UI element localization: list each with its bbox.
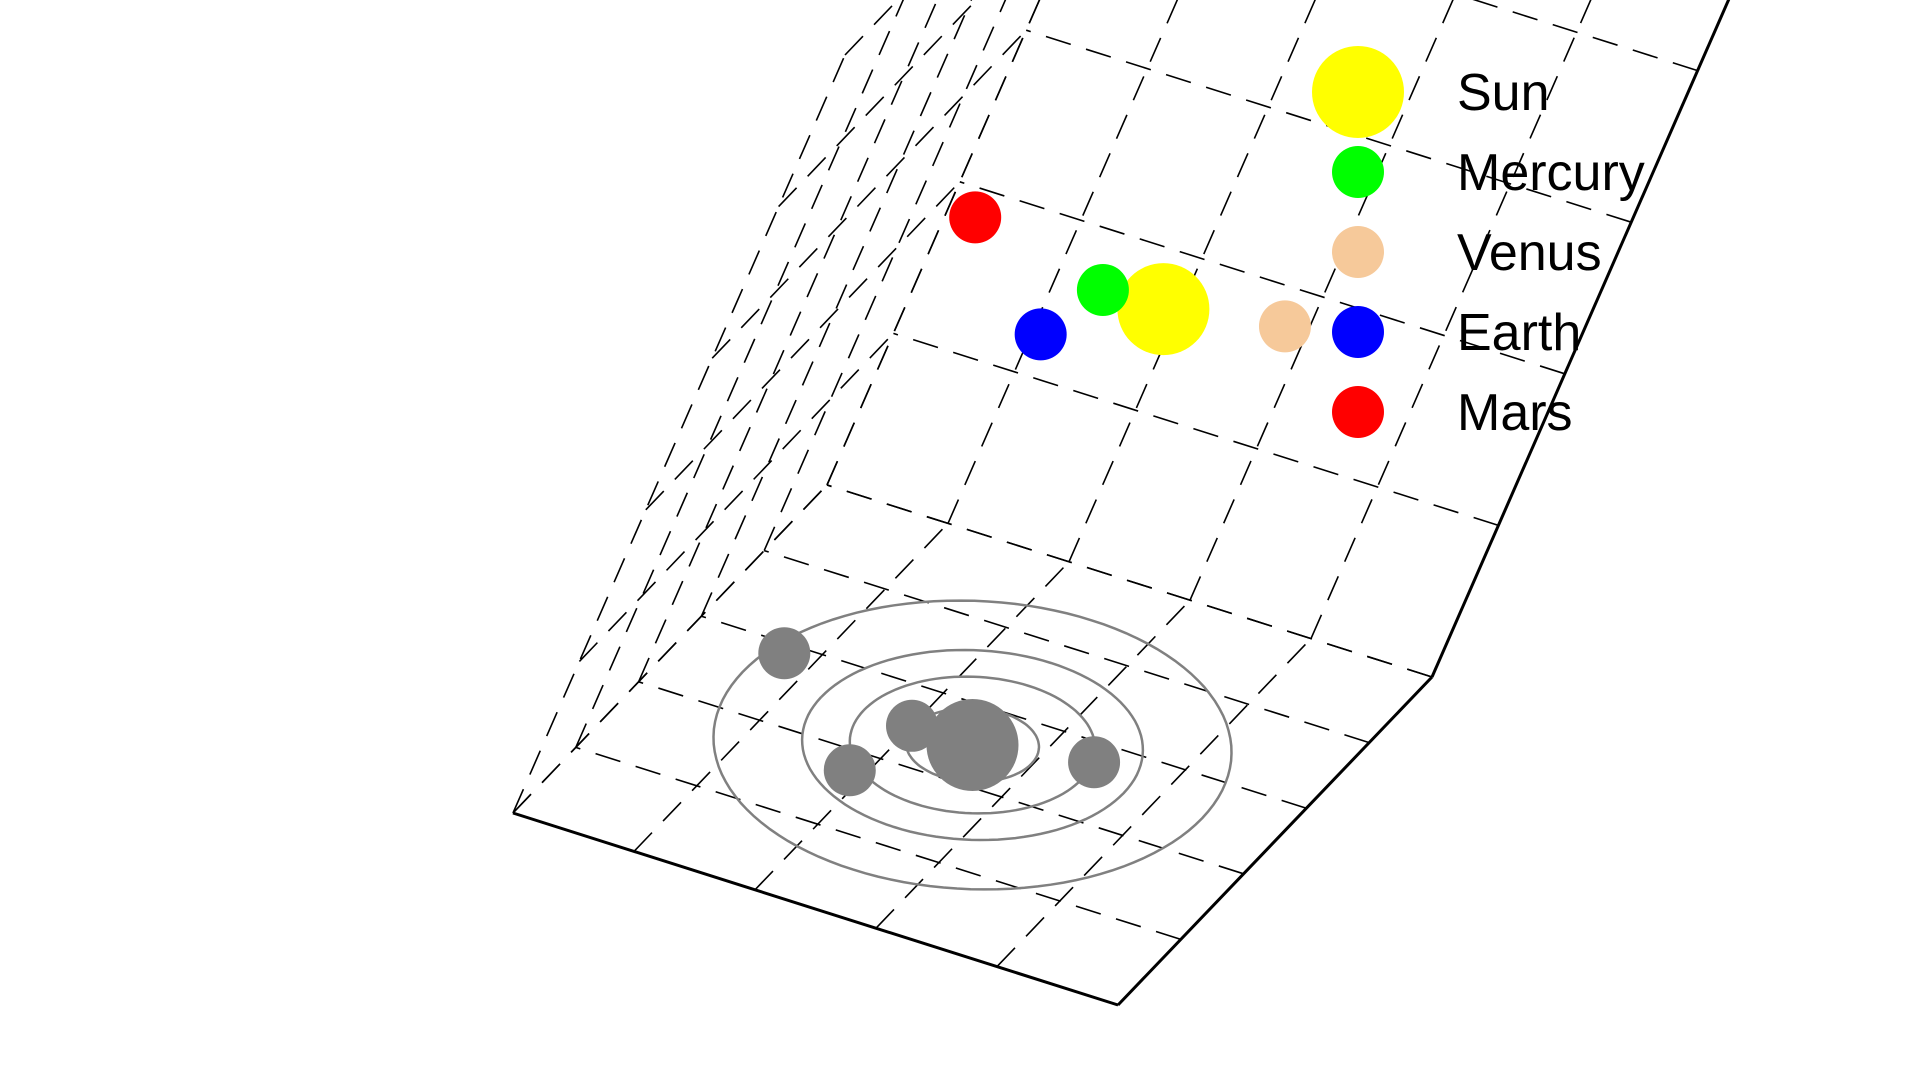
legend-marker-earth	[1332, 306, 1384, 358]
floor-grid-line	[633, 522, 949, 852]
shadow-layer	[758, 627, 1121, 797]
back-wall-grid-line	[826, 484, 1433, 678]
sun-shadow-marker	[926, 699, 1019, 791]
mars-shadow-marker	[758, 627, 811, 680]
planet-layer	[949, 191, 1311, 361]
legend-label-sun: Sun	[1457, 64, 1550, 122]
back-wall-grid-line	[959, 181, 1566, 375]
legend: Sun Mercury Venus Earth Mars	[1312, 46, 1645, 442]
side-wall-grid-line	[578, 332, 894, 662]
side-wall-grid-line	[826, 0, 1041, 486]
venus-marker	[1258, 300, 1311, 353]
sun-marker	[1117, 263, 1210, 356]
mars-marker	[949, 191, 1002, 244]
y-axis-line	[1116, 675, 1434, 1007]
orbit-mars-orbit	[712, 599, 1233, 891]
legend-marker-sun	[1312, 46, 1404, 138]
legend-label-earth: Earth	[1457, 304, 1581, 362]
back-wall-grid-line	[1068, 0, 1316, 563]
side-wall-grid-line	[711, 29, 1027, 359]
x-axis-line	[512, 811, 1119, 1007]
back-wall-grid-line	[1472, 0, 1698, 72]
back-wall-grid-line	[1310, 0, 1592, 639]
floor-grid-line	[763, 549, 1370, 744]
venus-shadow-marker	[1068, 736, 1121, 789]
back-wall-grid-line	[826, 0, 1041, 486]
legend-label-venus: Venus	[1457, 224, 1602, 282]
mercury-marker	[1076, 263, 1129, 316]
side-wall-grid-line	[700, 0, 973, 617]
earth-shadow-marker	[823, 744, 876, 797]
legend-label-mars: Mars	[1457, 384, 1573, 442]
mercury-shadow-marker	[886, 699, 938, 752]
floor-grid-line	[575, 746, 1182, 941]
legend-marker-venus	[1332, 226, 1384, 278]
side-wall-grid-line	[637, 0, 939, 683]
legend-label-mercury: Mercury	[1457, 144, 1645, 202]
axes-layer	[512, 0, 1731, 1007]
legend-marker-mars	[1332, 386, 1384, 438]
side-wall-grid-line	[512, 54, 846, 814]
side-wall-grid-line	[512, 484, 828, 814]
back-wall-grid-line	[893, 332, 1499, 527]
side-wall-grid-line	[778, 0, 978, 208]
legend-marker-mercury	[1332, 146, 1384, 198]
z-axis-line	[1430, 0, 1731, 678]
floor-grid-line	[996, 638, 1312, 968]
side-wall-grid-line	[763, 0, 1007, 551]
side-wall-grid-line	[645, 181, 961, 511]
earth-marker	[1014, 308, 1067, 361]
side-wall-grid-line	[575, 0, 905, 748]
back-wall-grid-line	[1189, 0, 1454, 601]
floor-grid-line	[875, 599, 1191, 929]
back-wall-grid-line	[947, 0, 1179, 524]
orbit-earth-orbit	[800, 648, 1145, 842]
